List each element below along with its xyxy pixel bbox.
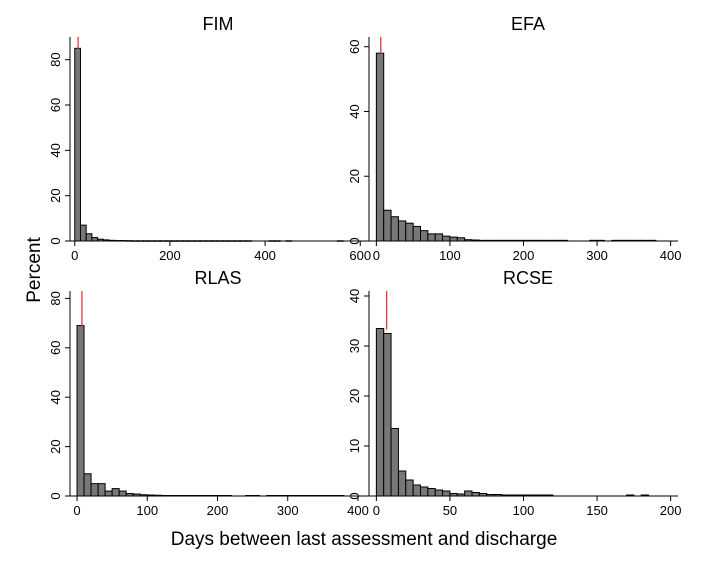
- y-tick-label: 30: [347, 339, 362, 353]
- histogram-bar: [412, 484, 422, 497]
- y-tick-label: 0: [48, 492, 63, 499]
- x-tick-label: 50: [443, 503, 457, 518]
- histogram-bar: [76, 325, 85, 497]
- y-tick-label: 20: [48, 188, 63, 202]
- histogram-bar: [79, 224, 87, 242]
- histogram-bar: [383, 209, 392, 242]
- x-tick-label: 400: [660, 248, 682, 263]
- histogram-bar: [427, 233, 436, 242]
- histogram-bar: [85, 233, 93, 242]
- x-tick-label: 150: [586, 503, 608, 518]
- y-tick-label: 20: [48, 439, 63, 453]
- histogram-bar: [434, 233, 444, 242]
- histogram-bar: [97, 483, 106, 497]
- x-tick-label: 400: [347, 503, 369, 518]
- panel-title: RLAS: [194, 268, 241, 288]
- y-tick-label: 0: [48, 237, 63, 244]
- histogram-bar: [83, 473, 92, 497]
- y-tick-label: 0: [347, 237, 362, 244]
- histogram-bar: [412, 225, 422, 242]
- x-tick-label: 100: [136, 503, 158, 518]
- x-tick-label: 0: [73, 503, 80, 518]
- y-tick-label: 10: [347, 439, 362, 453]
- y-tick-label: 60: [48, 98, 63, 112]
- plot-area: [70, 291, 365, 496]
- histogram-bar: [383, 333, 392, 497]
- histogram-bar: [375, 328, 385, 497]
- y-tick-label: 40: [347, 289, 362, 303]
- x-tick-label: 600: [349, 248, 371, 263]
- histogram-bar: [118, 490, 127, 497]
- histogram-bar: [471, 492, 480, 497]
- y-tick-label: 40: [48, 143, 63, 157]
- y-tick-label: 60: [347, 39, 362, 53]
- y-axis-label: Percent: [24, 237, 45, 303]
- histogram-bar: [111, 488, 120, 497]
- histogram-bar: [405, 222, 414, 242]
- y-tick-label: 20: [347, 389, 362, 403]
- x-tick-label: 200: [159, 248, 181, 263]
- plot-area: [369, 291, 678, 496]
- histogram-bar: [91, 237, 99, 242]
- panel-title: FIM: [203, 14, 234, 34]
- plot-area: [369, 37, 678, 241]
- x-tick-label: 200: [513, 248, 535, 263]
- histogram-bar: [427, 488, 436, 497]
- x-tick-label: 0: [373, 248, 380, 263]
- histogram-bar: [442, 490, 451, 497]
- y-tick-label: 40: [347, 104, 362, 118]
- histogram-bar: [104, 490, 113, 497]
- y-tick-label: 20: [347, 169, 362, 183]
- histogram-bar: [405, 479, 414, 497]
- y-tick-label: 80: [48, 52, 63, 66]
- histogram-bar: [420, 486, 429, 497]
- histogram-bar: [390, 428, 399, 497]
- histogram-bar: [464, 490, 473, 497]
- x-tick-label: 0: [373, 503, 380, 518]
- y-tick-label: 60: [48, 341, 63, 355]
- panel-title: EFA: [511, 14, 545, 34]
- y-tick-label: 40: [48, 390, 63, 404]
- panel-title: RCSE: [503, 268, 553, 288]
- x-tick-label: 300: [586, 248, 608, 263]
- x-tick-label: 100: [513, 503, 535, 518]
- x-tick-label: 200: [207, 503, 229, 518]
- x-tick-label: 200: [660, 503, 682, 518]
- y-tick-label: 0: [347, 492, 362, 499]
- x-tick-label: 400: [254, 248, 276, 263]
- histogram-bar: [397, 470, 407, 497]
- histogram-bar: [420, 230, 429, 242]
- x-tick-label: 0: [71, 248, 78, 263]
- histogram-bar: [449, 236, 458, 242]
- histogram-bar: [442, 235, 451, 242]
- x-tick-label: 100: [439, 248, 461, 263]
- y-tick-label: 80: [48, 291, 63, 305]
- histogram-bar: [74, 47, 81, 242]
- histogram-bar: [375, 52, 385, 242]
- histogram-bar: [397, 220, 407, 242]
- x-tick-label: 300: [277, 503, 299, 518]
- plot-area: [70, 37, 365, 241]
- histogram-bar: [434, 489, 444, 497]
- histogram-bar: [90, 483, 99, 497]
- x-axis-label: Days between last assessment and dischar…: [171, 529, 558, 550]
- histogram-bar: [390, 216, 399, 242]
